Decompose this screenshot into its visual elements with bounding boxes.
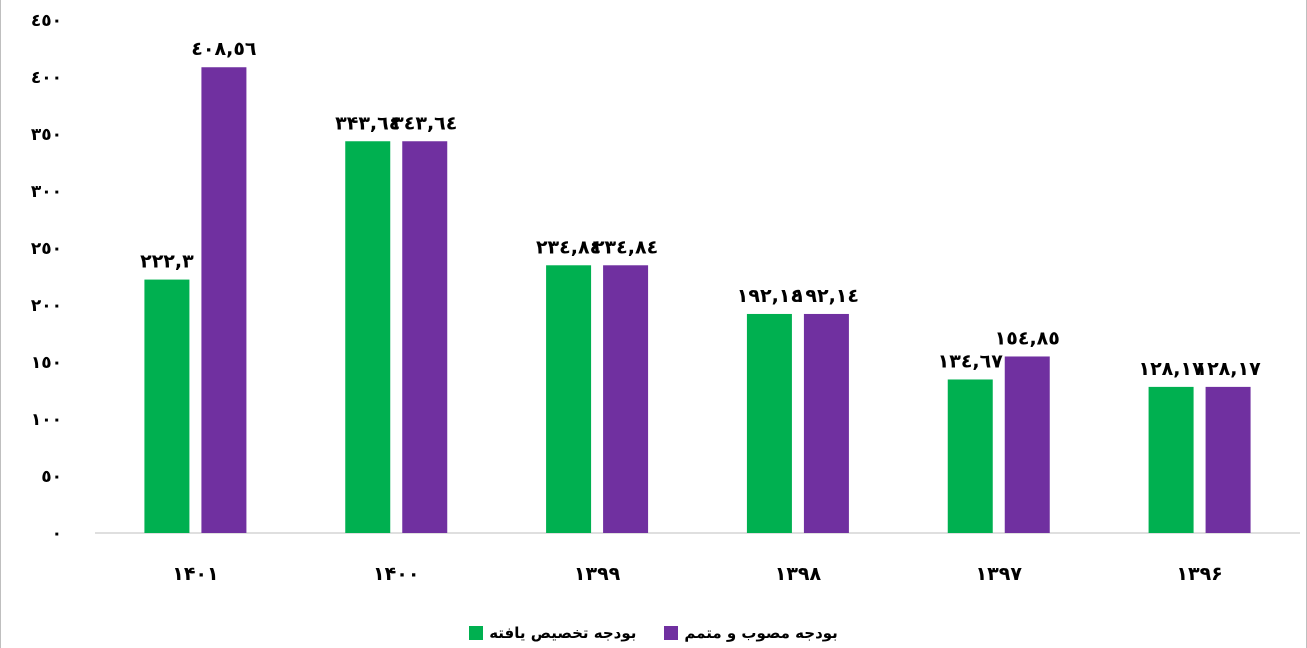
legend-label-approved: بودجه مصوب و متمم — [684, 624, 838, 642]
legend-label-allocated: بودجه تخصیص یافته — [489, 624, 637, 642]
data-label-approved: ۱۹۲,۱٤ — [794, 285, 859, 307]
bar-allocated — [746, 313, 792, 533]
y-tick-label: ٥۰ — [41, 467, 62, 487]
y-tick-label: ۲۰۰ — [31, 296, 62, 316]
legend-swatch-approved — [664, 626, 679, 640]
data-label-allocated: ۲۲۲,۳ — [140, 251, 194, 273]
y-tick-label: ۲٥۰ — [31, 239, 62, 259]
data-label-allocated: ۱۲۸,۱۷ — [1138, 358, 1204, 380]
data-label-allocated: ۱۹۲,۱٤ — [737, 285, 802, 307]
bar-approved — [201, 67, 247, 533]
bar-chart: ۰ ٥۰ ۱۰۰ ۱٥۰ ۲۰۰ ۲٥۰ ۳۰۰ ۳٥۰ ٤۰۰ ٤٥۰ ۲۲۲,۳ ٤۰۸,٥٦ ۱۴… — [31, 11, 1300, 585]
x-tick-label: ۱۳۹۶ — [1176, 563, 1222, 585]
bar-approved — [402, 141, 448, 533]
data-label-approved: ۱٥٤,۸٥ — [995, 327, 1060, 349]
chart-legend: بودجه مصوب و متمم بودجه تخصیص یافته — [0, 620, 1307, 646]
x-tick-label: ۱۳۹۸ — [775, 563, 822, 585]
x-tick-label: ۱۴۰۱ — [172, 563, 218, 585]
x-tick-label: ۱۴۰۰ — [373, 563, 419, 585]
legend-entry-allocated: بودجه تخصیص یافته — [469, 624, 636, 642]
y-tick-label: ۱۰۰ — [31, 410, 62, 430]
data-label-approved: ٤۰۸,٥٦ — [191, 38, 256, 60]
y-tick-label: ۳٥۰ — [31, 125, 62, 145]
y-tick-label: ۰ — [52, 524, 62, 544]
bar-approved — [1205, 386, 1251, 533]
y-tick-label: ٤٥۰ — [31, 11, 62, 31]
y-tick-label: ۱٥۰ — [31, 353, 62, 373]
y-tick-label: ٤۰۰ — [31, 68, 62, 88]
bar-allocated — [1148, 386, 1194, 533]
bar-approved — [803, 313, 849, 533]
data-label-approved: ۲۳٤,۸٤ — [593, 236, 658, 258]
bar-approved — [1004, 356, 1050, 533]
x-tick-label: ۱۳۹۹ — [574, 563, 621, 585]
data-label-allocated: ۲۳٤,۸٤ — [536, 236, 601, 258]
bar-allocated — [345, 141, 391, 533]
data-label-allocated: ۳۴۳,٦٤ — [335, 112, 400, 134]
legend-swatch-allocated — [469, 626, 484, 640]
data-label-approved: ۱۲۸,۱۷ — [1195, 358, 1261, 380]
bar-allocated — [144, 279, 190, 533]
x-tick-label: ۱۳۹۷ — [976, 563, 1023, 585]
bar-approved — [603, 265, 649, 533]
legend-entry-approved: بودجه مصوب و متمم — [664, 624, 838, 642]
bar-allocated — [947, 379, 993, 533]
y-tick-label: ۳۰۰ — [31, 182, 62, 202]
data-label-approved: ۳٤۳,٦٤ — [392, 112, 457, 134]
frame-left-border — [0, 0, 1, 648]
bar-allocated — [546, 265, 592, 533]
data-label-allocated: ۱۳٤,٦۷ — [938, 350, 1004, 372]
